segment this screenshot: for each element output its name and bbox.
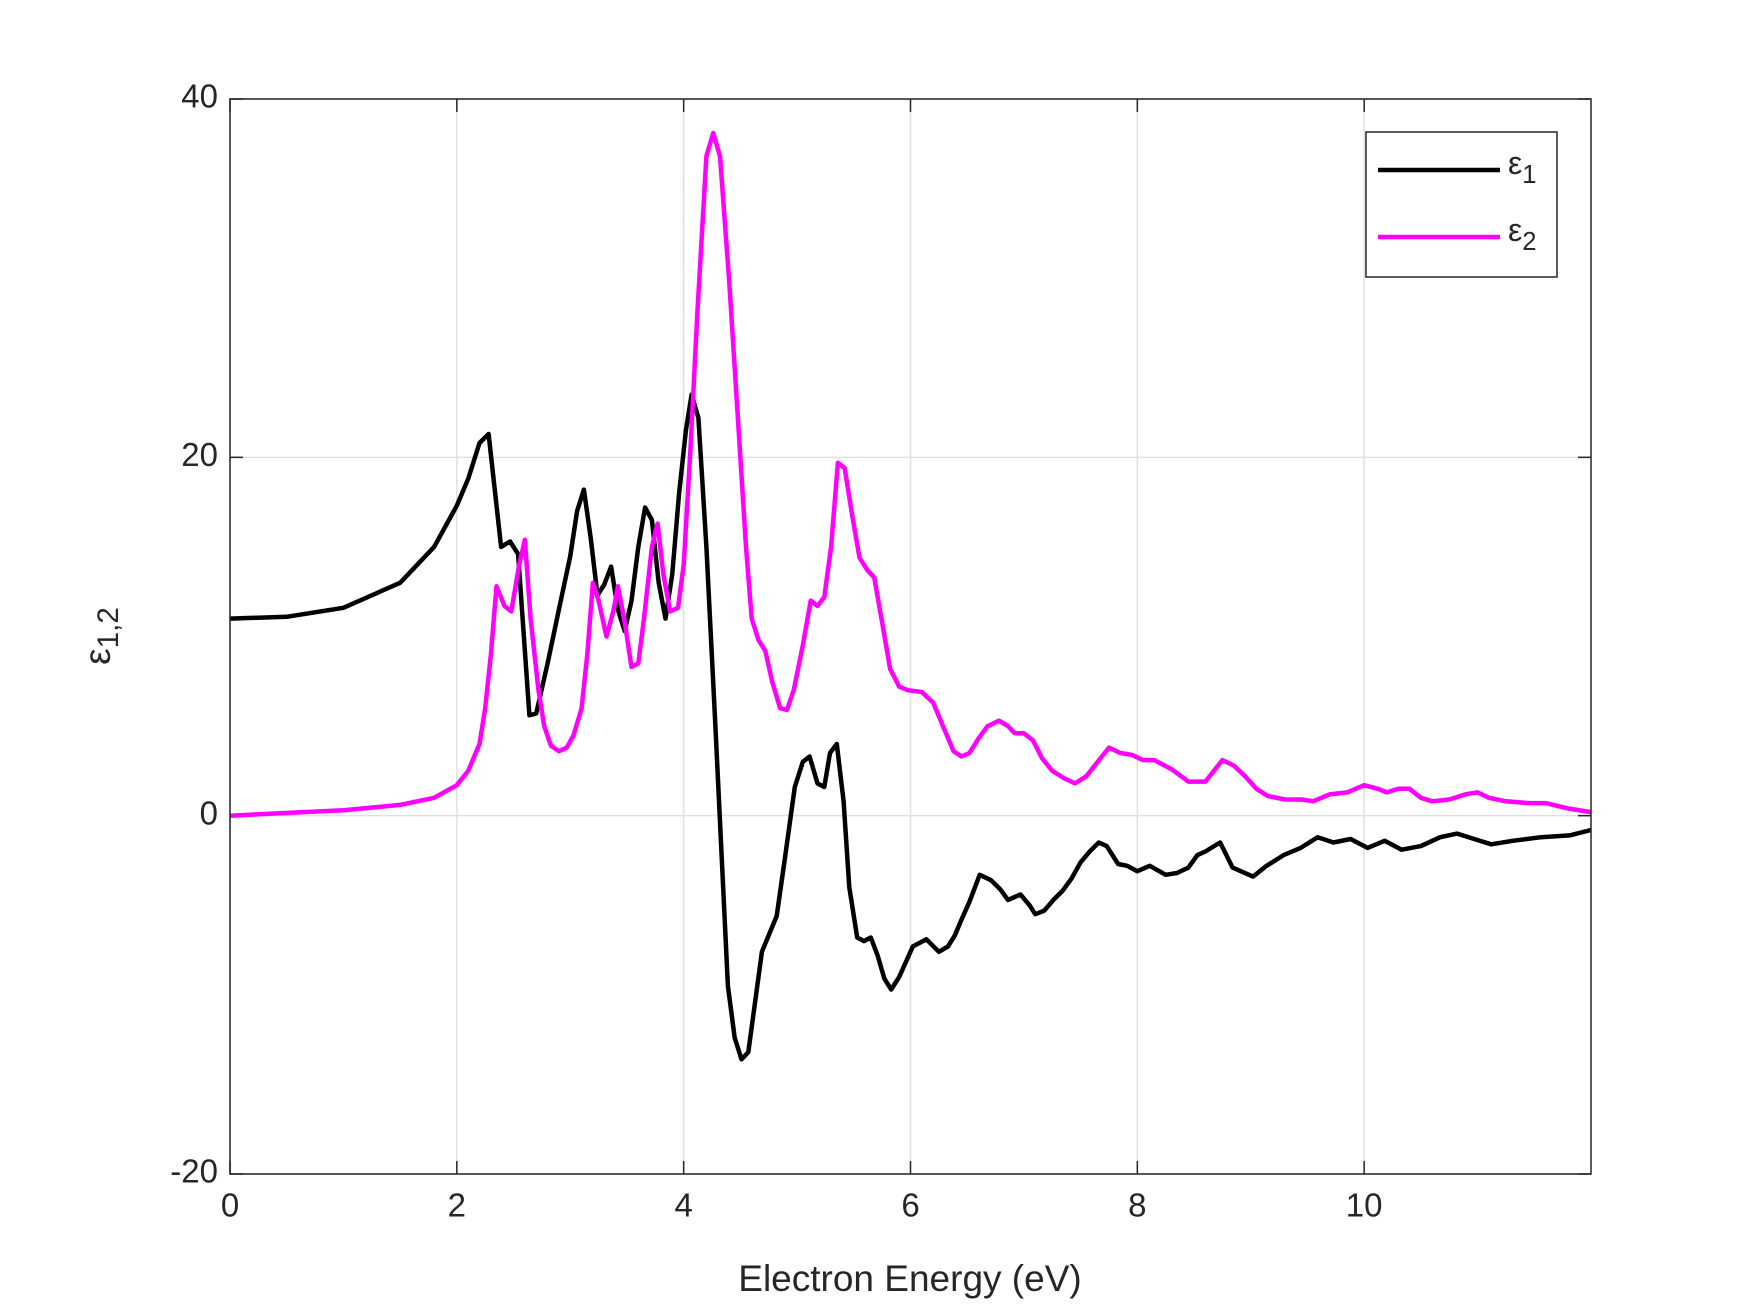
legend-label: ε1: [1508, 145, 1537, 188]
y-tick-label: 0: [200, 794, 218, 831]
legend-box: [1365, 131, 1558, 278]
y-axis-label: ε1,2: [77, 607, 125, 665]
x-axis-label: Electron Energy (eV): [738, 1258, 1081, 1299]
x-tick-label: 6: [901, 1187, 919, 1224]
legend-label: ε2: [1508, 212, 1537, 255]
data-line: [229, 130, 1592, 818]
x-tick-label: 10: [1346, 1187, 1383, 1224]
plot-frame: [229, 98, 1592, 1175]
y-tick-label: 20: [181, 436, 218, 473]
x-tick-label: 2: [448, 1187, 466, 1224]
x-tick-label: 8: [1128, 1187, 1146, 1224]
y-tick-label: 40: [181, 78, 218, 115]
data-line: [229, 392, 1592, 1062]
x-tick-label: 0: [221, 1187, 239, 1224]
y-tick-label: -20: [170, 1153, 218, 1190]
x-tick-label: 4: [674, 1187, 692, 1224]
